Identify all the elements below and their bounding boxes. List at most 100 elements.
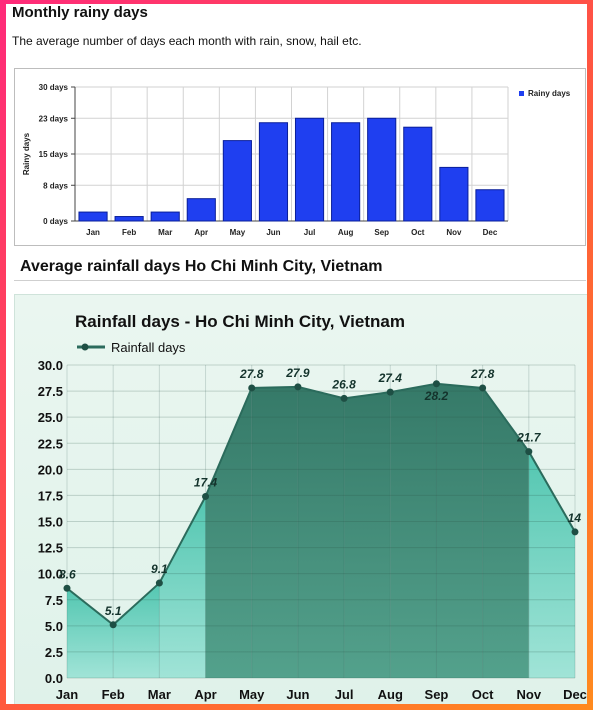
point-mar <box>155 579 163 587</box>
area-segment-mar <box>159 496 206 678</box>
bar-jan <box>78 211 108 222</box>
y-tick-label: 23 days <box>39 114 69 123</box>
y-tick-label: 30 days <box>39 83 69 92</box>
y-tick-label: 12.5 <box>38 541 63 556</box>
y-tick-label: 15 days <box>39 150 69 159</box>
area-segment-nov <box>528 451 575 678</box>
x-tick-label: May <box>239 687 265 702</box>
bar-nov <box>439 166 469 222</box>
point-may <box>248 384 256 392</box>
rainy-days-bar-chart: 0 days 8 days 15 days 23 days 30 days Jan Feb M… <box>22 83 571 237</box>
data-label: 27.4 <box>378 371 403 385</box>
data-label: 26.8 <box>331 377 356 391</box>
x-tick-label: Sep <box>425 687 449 702</box>
bar-mar <box>150 211 180 222</box>
bar-aug <box>331 122 361 222</box>
y-tick-label: 30.0 <box>38 358 63 373</box>
area-segment-jun <box>297 386 345 678</box>
x-tick-label: Apr <box>194 228 208 237</box>
x-tick-label: Oct <box>411 228 425 237</box>
y-axis-label: Rainy days <box>22 132 31 175</box>
legend-marker <box>81 343 89 351</box>
x-tick-label: May <box>230 228 246 237</box>
x-tick-label: Jul <box>304 228 316 237</box>
point-jul <box>340 394 348 402</box>
x-tick-label: Jul <box>335 687 354 702</box>
x-tick-label: Sep <box>374 228 389 237</box>
x-tick-label: Feb <box>102 687 125 702</box>
section-subtitle: The average number of days each month wi… <box>12 34 362 48</box>
point-oct <box>479 384 487 392</box>
point-feb <box>109 621 117 629</box>
area-segment-jul <box>344 392 391 678</box>
bar-dec <box>475 189 505 222</box>
point-nov <box>525 448 533 456</box>
y-tick-label: 27.5 <box>38 384 63 399</box>
x-tick-label: Aug <box>338 228 354 237</box>
y-tick-label: 22.5 <box>38 436 63 451</box>
bar-apr <box>186 198 216 222</box>
point-aug <box>386 388 394 396</box>
point-apr <box>202 492 210 500</box>
y-tick-label: 2.5 <box>45 645 63 660</box>
y-tick-label: 25.0 <box>38 410 63 425</box>
x-tick-label: Mar <box>158 228 172 237</box>
data-label: 5.1 <box>105 604 122 618</box>
bar-oct <box>403 126 433 222</box>
x-tick-label: Jan <box>86 228 100 237</box>
bar-jun <box>258 122 289 222</box>
x-tick-label: Oct <box>472 687 494 702</box>
page-frame: Monthly rainy days The average number of… <box>6 4 587 704</box>
y-tick-label: 8 days <box>43 181 68 190</box>
data-label: 28.2 <box>424 389 449 403</box>
x-tick-label: Aug <box>378 687 403 702</box>
data-label: 8.6 <box>59 567 76 581</box>
area-segment-feb <box>113 583 160 678</box>
rainfall-days-chart-panel: 0.0 2.5 5.0 7.5 10.0 12.5 15.0 17.5 20.0 22.5 25.0… <box>14 294 587 704</box>
x-tick-label: Dec <box>563 687 587 702</box>
legend-swatch <box>519 91 524 96</box>
area-segment-jan <box>67 588 114 678</box>
rainfall-days-area-chart: 0.0 2.5 5.0 7.5 10.0 12.5 15.0 17.5 20.0 22.5 25.0… <box>38 312 587 702</box>
bar-jul <box>294 117 325 222</box>
y-tick-label: 20.0 <box>38 462 63 477</box>
legend-label: Rainy days <box>528 89 571 98</box>
data-label: 21.7 <box>516 431 542 445</box>
bar-may <box>222 140 252 222</box>
point-dec <box>571 528 579 536</box>
area-segment-oct <box>482 387 529 678</box>
data-label: 27.8 <box>470 367 495 381</box>
point-jan <box>63 584 71 592</box>
data-label: 17.4 <box>194 475 218 489</box>
section-title-rainfall-days: Average rainfall days Ho Chi Minh City, … <box>20 258 383 275</box>
x-tick-label: Mar <box>148 687 171 702</box>
x-tick-label: Nov <box>446 228 462 237</box>
data-label: 27.9 <box>285 366 310 380</box>
x-tick-label: Apr <box>194 687 216 702</box>
area-segment-apr <box>205 387 252 678</box>
y-tick-label: 7.5 <box>45 593 63 608</box>
bar-feb <box>114 216 144 222</box>
x-tick-label: Dec <box>483 228 498 237</box>
y-tick-label: 17.5 <box>38 488 63 503</box>
section-divider <box>14 280 586 281</box>
section-title-rainy-days: Monthly rainy days <box>12 4 148 21</box>
legend-label: Rainfall days <box>111 340 186 355</box>
area-segment-may <box>251 386 298 678</box>
y-tick-label: 15.0 <box>38 515 63 530</box>
x-tick-label: Jun <box>266 228 280 237</box>
y-tick-label: 5.0 <box>45 619 63 634</box>
x-tick-label: Jan <box>56 687 78 702</box>
point-sep <box>432 380 440 388</box>
area-segment-sep <box>436 383 483 678</box>
bar-sep <box>367 117 397 222</box>
x-tick-label: Jun <box>286 687 309 702</box>
data-label: 27.8 <box>239 367 264 381</box>
y-tick-label: 10.0 <box>38 567 63 582</box>
rainy-days-chart-panel: 0 days 8 days 15 days 23 days 30 days Jan Feb M… <box>14 68 586 246</box>
point-jun <box>294 383 302 391</box>
data-label: 9.1 <box>151 562 168 576</box>
data-label: 14 <box>568 511 582 525</box>
y-tick-label: 0 days <box>43 217 68 226</box>
x-tick-label: Feb <box>122 228 136 237</box>
